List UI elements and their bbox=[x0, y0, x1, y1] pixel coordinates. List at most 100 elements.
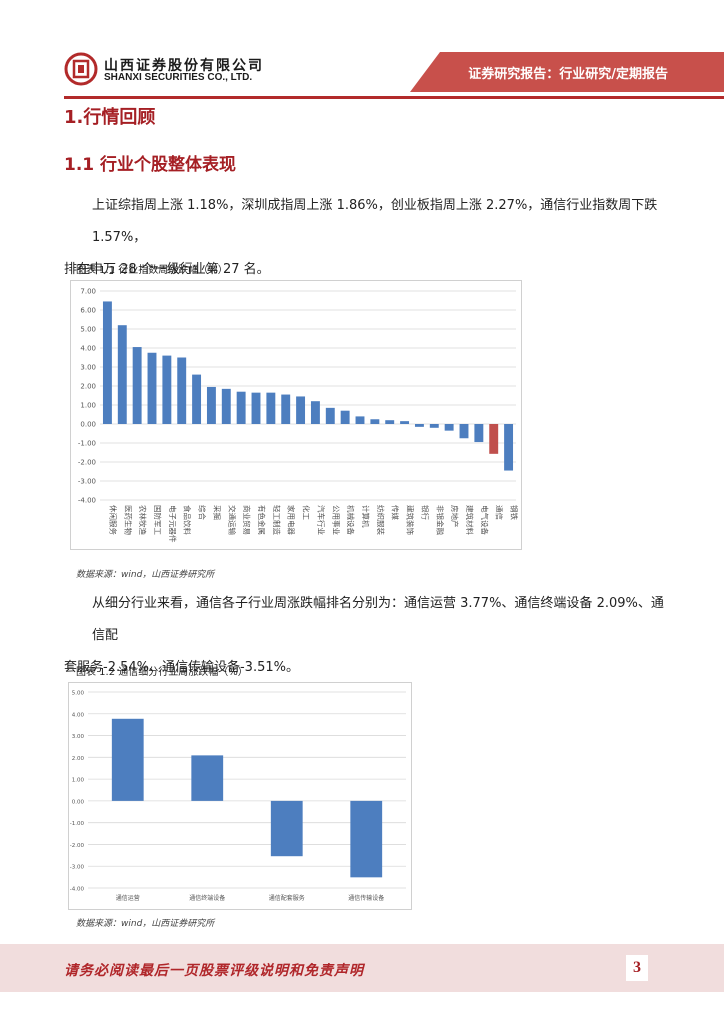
paragraph-line: 套服务-2.54%、通信传输设备-3.51%。 bbox=[64, 660, 299, 675]
category-label: 轻工制造 bbox=[272, 505, 282, 535]
disclaimer-notice: 请务必阅读最后一页股票评级说明和免责声明 bbox=[64, 963, 364, 979]
industry-weekly-change-chart: 7.00 6.00 5.00 4.00 3.00 2.00 1.00 0.00 -1.00 -2.… bbox=[70, 280, 522, 550]
bar bbox=[370, 419, 380, 424]
bar bbox=[429, 424, 439, 428]
bar bbox=[221, 388, 231, 424]
bar bbox=[281, 394, 291, 424]
company-logo-icon bbox=[64, 52, 98, 86]
chart-frame bbox=[70, 280, 522, 550]
paragraph-line: 上证综指周上涨 1.18%，深圳成指周上涨 1.86%，创业板指周上涨 2.27… bbox=[92, 198, 658, 245]
section-heading: 1.行情回顾 bbox=[64, 107, 156, 128]
bar bbox=[236, 391, 246, 424]
category-label: 通信运营 bbox=[116, 894, 140, 902]
company-name-en: SHANXI SECURITIES CO., LTD. bbox=[104, 72, 253, 83]
bar bbox=[206, 386, 216, 424]
y-tick-label: -2.00 bbox=[78, 459, 96, 467]
bar bbox=[111, 718, 144, 801]
category-label: 通信终端设备 bbox=[189, 894, 225, 902]
category-label: 医药生物 bbox=[123, 505, 133, 535]
category-label: 食品饮料 bbox=[183, 505, 193, 535]
category-label: 化工 bbox=[302, 505, 312, 520]
category-label: 休闲服务 bbox=[108, 505, 118, 535]
y-tick-label: -4.00 bbox=[78, 497, 96, 505]
category-label: 电子元器件 bbox=[168, 505, 178, 543]
y-tick-label: 0.00 bbox=[72, 799, 85, 805]
figure-1-source: 数据来源：wind，山西证券研究所 bbox=[76, 570, 215, 580]
figure-2-source: 数据来源：wind，山西证券研究所 bbox=[76, 919, 215, 929]
figure-1-title: 图表 1.1 行业指数周涨跌幅（%） bbox=[76, 265, 228, 276]
category-label: 建筑装饰 bbox=[406, 505, 416, 535]
company-name-cn: 山西证券股份有限公司 bbox=[104, 58, 264, 74]
category-label: 机械设备 bbox=[346, 505, 356, 535]
category-label: 农林牧渔 bbox=[138, 505, 148, 535]
y-tick-label: 1.00 bbox=[72, 778, 85, 784]
y-tick-label: -2.00 bbox=[70, 843, 85, 849]
y-tick-label: 4.00 bbox=[72, 712, 85, 718]
y-tick-label: 5.00 bbox=[72, 691, 85, 697]
bar bbox=[192, 374, 202, 424]
category-label: 综合 bbox=[198, 505, 208, 520]
category-label: 商业贸易 bbox=[242, 505, 252, 535]
category-label: 房地产 bbox=[450, 505, 460, 528]
header-divider bbox=[64, 96, 724, 99]
bar bbox=[400, 421, 410, 424]
bar bbox=[385, 420, 395, 424]
y-tick-label: 3.00 bbox=[72, 734, 85, 740]
bar bbox=[325, 407, 335, 424]
page-number: 3 bbox=[626, 955, 648, 981]
y-tick-label: 5.00 bbox=[80, 326, 96, 334]
category-label: 汽车行业 bbox=[316, 505, 326, 535]
header-band bbox=[410, 52, 724, 92]
category-label: 通信 bbox=[495, 505, 505, 520]
category-label: 通信配套服务 bbox=[269, 894, 305, 902]
paragraph-line: 排在申万 28 个一级行业第 27 名。 bbox=[64, 262, 270, 277]
subsection-heading: 1.1 行业个股整体表现 bbox=[64, 155, 237, 175]
bar bbox=[191, 755, 224, 801]
bar bbox=[355, 416, 365, 424]
category-label: 建筑材料 bbox=[465, 505, 475, 535]
bar bbox=[489, 424, 499, 454]
bar bbox=[266, 392, 276, 424]
bar bbox=[132, 347, 142, 424]
footer-band bbox=[0, 944, 724, 992]
category-label: 有色金属 bbox=[257, 505, 267, 535]
y-tick-label: -1.00 bbox=[78, 440, 96, 448]
y-tick-label: -3.00 bbox=[70, 865, 85, 871]
category-label: 电气设备 bbox=[480, 505, 490, 535]
bar bbox=[147, 352, 157, 424]
bar bbox=[474, 424, 484, 443]
bar bbox=[340, 410, 350, 424]
bar bbox=[102, 301, 112, 424]
y-tick-label: -1.00 bbox=[70, 821, 85, 827]
figure-2-title: 图表 1.2 通信细分行业周涨跌幅（%） bbox=[76, 667, 248, 678]
bar bbox=[414, 424, 424, 427]
bar bbox=[310, 401, 320, 424]
market-summary-paragraph: 上证综指周上涨 1.18%，深圳成指周上涨 1.86%，创业板指周上涨 2.27… bbox=[64, 190, 664, 286]
category-label: 钢铁 bbox=[510, 505, 520, 520]
y-tick-label: 2.00 bbox=[80, 383, 96, 391]
paragraph-line: 从细分行业来看，通信各子行业周涨跌幅排名分别为：通信运营 3.77%、通信终端设… bbox=[92, 596, 664, 643]
category-label: 纺织服装 bbox=[376, 505, 386, 535]
category-label: 非银金融 bbox=[435, 505, 445, 535]
bar bbox=[251, 392, 261, 424]
category-label: 通信传输设备 bbox=[348, 894, 384, 902]
bar bbox=[296, 396, 306, 424]
y-tick-label: 6.00 bbox=[80, 307, 96, 315]
bar bbox=[444, 424, 454, 431]
category-label: 家用电器 bbox=[287, 505, 297, 535]
bar bbox=[117, 325, 127, 424]
category-label: 计算机 bbox=[361, 505, 371, 528]
y-tick-label: -3.00 bbox=[78, 478, 96, 486]
category-label: 传媒 bbox=[391, 505, 401, 520]
y-tick-label: 1.00 bbox=[80, 402, 96, 410]
bar bbox=[459, 424, 469, 439]
bar bbox=[270, 800, 303, 857]
y-tick-label: 3.00 bbox=[80, 364, 96, 372]
report-type-tag: 证券研究报告：行业研究/定期报告 bbox=[468, 67, 668, 82]
category-label: 公用事业 bbox=[331, 505, 341, 535]
telecom-sub-industry-chart: 5.00 4.00 3.00 2.00 1.00 0.00 -1.00 -2.00 -3.00 -… bbox=[68, 682, 412, 910]
y-tick-label: -4.00 bbox=[70, 887, 85, 893]
category-label: 银行 bbox=[420, 505, 430, 520]
y-tick-label: 4.00 bbox=[80, 345, 96, 353]
category-label: 交通运输 bbox=[227, 505, 237, 535]
